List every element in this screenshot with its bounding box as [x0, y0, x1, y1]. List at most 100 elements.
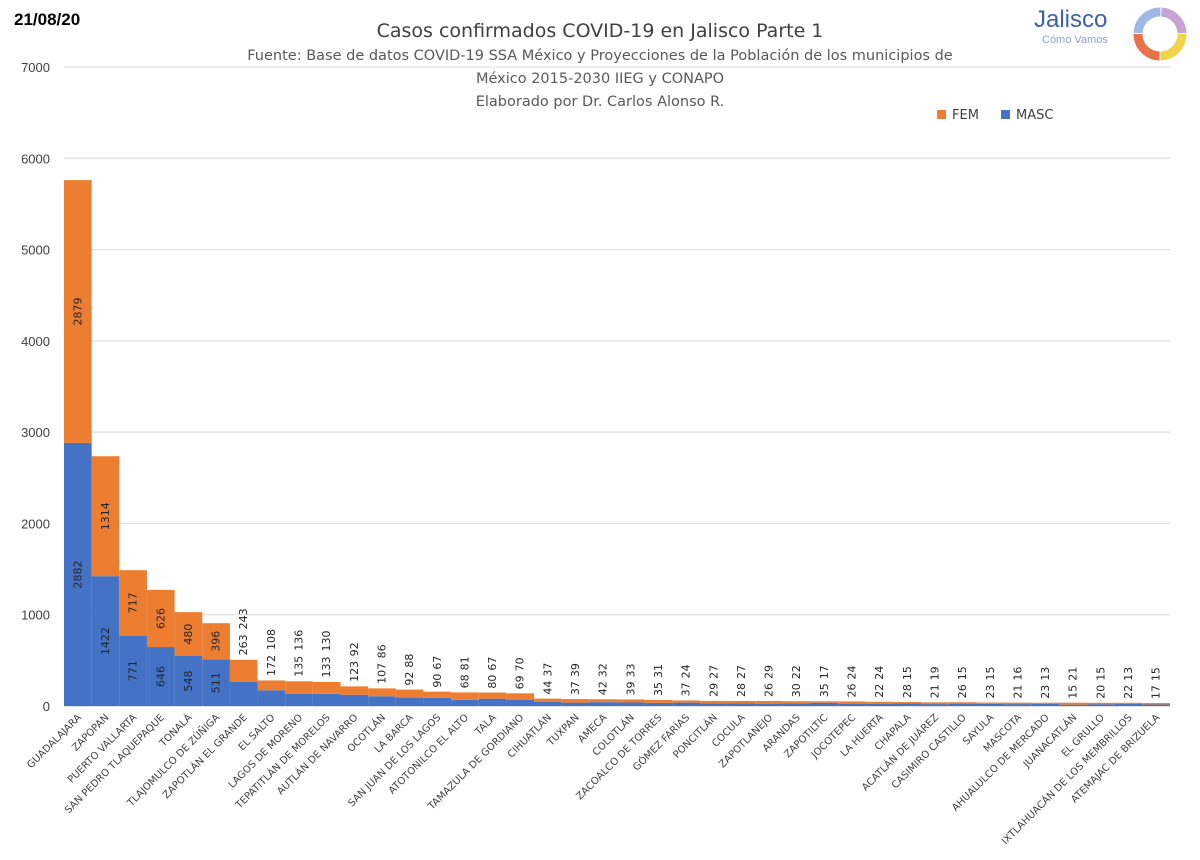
bar-fem — [976, 702, 1005, 704]
data-label-masc: 20 — [1094, 685, 1107, 699]
bar-fem — [534, 698, 562, 702]
data-label-masc: 2882 — [71, 560, 84, 588]
data-label-masc: 1422 — [99, 627, 112, 655]
y-tick-label: 4000 — [21, 334, 50, 349]
y-tick-label: 3000 — [21, 425, 50, 440]
bar-fem — [893, 702, 922, 704]
data-label-fem: 1314 — [99, 502, 112, 530]
bar-fem — [755, 700, 783, 704]
data-label-masc: 90 — [431, 674, 444, 688]
jalisco-como-vamos-logo: Jalisco Cómo Vamos — [1028, 4, 1196, 64]
data-label-fem: 2879 — [71, 298, 84, 326]
data-label-fem: 86 — [375, 644, 388, 658]
data-label-fem: 32 — [597, 663, 610, 677]
bar-fem — [782, 701, 811, 704]
data-label-fem: 396 — [210, 631, 223, 652]
data-label-fem: 15 — [956, 666, 969, 680]
bar-masc — [174, 655, 203, 706]
bar-fem — [810, 701, 839, 703]
bar-masc — [617, 702, 645, 706]
bar-masc — [146, 647, 175, 706]
data-label-masc: 107 — [375, 663, 388, 684]
bar-masc — [119, 635, 147, 706]
bar-fem — [119, 570, 147, 636]
data-label-masc: 21 — [1011, 685, 1024, 699]
bar-masc — [340, 694, 369, 706]
bar-masc — [202, 659, 230, 706]
bar-masc — [672, 702, 700, 706]
data-label-masc: 69 — [514, 675, 527, 689]
bar-masc — [865, 703, 894, 706]
data-label-fem: 33 — [624, 663, 637, 677]
bar-fem — [1031, 702, 1060, 704]
bar-fem — [229, 659, 258, 682]
bar-masc — [644, 702, 673, 706]
bar-fem — [340, 686, 369, 695]
category-label: TALA — [473, 712, 499, 738]
data-label-fem: 15 — [1094, 667, 1107, 681]
logo-ring-icon — [1133, 7, 1187, 61]
data-label-masc: 172 — [265, 655, 278, 676]
data-label-fem: 243 — [237, 608, 250, 629]
data-label-fem: 15 — [901, 666, 914, 680]
data-label-masc: 511 — [210, 672, 223, 693]
y-tick-label: 7000 — [21, 60, 50, 75]
data-label-fem: 19 — [928, 666, 941, 680]
bar-masc — [1114, 703, 1143, 706]
bar-fem — [727, 700, 756, 704]
data-label-fem: 22 — [790, 665, 803, 679]
bar-fem — [1142, 703, 1170, 705]
data-label-fem: 92 — [348, 642, 361, 656]
bar-masc — [921, 704, 949, 706]
data-label-masc: 135 — [293, 656, 306, 677]
bar-masc — [782, 703, 811, 706]
data-label-fem: 17 — [818, 665, 831, 679]
bar-masc — [368, 696, 396, 706]
data-label-fem: 27 — [707, 665, 720, 679]
chart-subtitle-line-1: Fuente: Base de datos COVID-19 SSA Méxic… — [247, 48, 953, 64]
data-label-fem: 21 — [1067, 667, 1080, 681]
bar-fem — [423, 691, 452, 698]
data-label-fem: 15 — [1150, 667, 1163, 681]
data-label-fem: 27 — [735, 665, 748, 679]
data-label-masc: 23 — [1039, 685, 1052, 699]
data-label-fem: 130 — [320, 630, 333, 651]
bar-masc — [810, 702, 839, 706]
data-label-masc: 37 — [680, 682, 693, 696]
bar-fem — [506, 693, 535, 700]
y-tick-label: 6000 — [21, 151, 50, 166]
bar-fem — [865, 701, 894, 704]
data-label-masc: 37 — [569, 681, 582, 695]
data-label-masc: 80 — [486, 675, 499, 689]
bar-fem — [257, 680, 286, 691]
bar-masc — [64, 442, 92, 706]
y-tick-label: 1000 — [21, 608, 50, 623]
data-label-fem: 67 — [486, 657, 499, 671]
bar-masc — [312, 693, 341, 706]
data-label-masc: 26 — [956, 684, 969, 698]
y-tick-label: 0 — [43, 699, 50, 714]
bar-fem — [395, 689, 424, 698]
bar-fem — [1114, 702, 1143, 704]
bar-fem — [644, 699, 673, 703]
bar-masc — [534, 701, 562, 706]
bar-fem — [1059, 702, 1088, 705]
bar-fem — [285, 681, 313, 694]
data-label-masc: 15 — [1067, 685, 1080, 699]
bar-fem — [672, 700, 700, 703]
data-label-masc: 39 — [624, 681, 637, 695]
data-label-masc: 28 — [735, 683, 748, 697]
data-label-masc: 26 — [846, 683, 859, 697]
data-label-fem: 626 — [154, 608, 167, 629]
data-label-fem: 108 — [265, 629, 278, 650]
chart-subtitle-line-3: Elaborado por Dr. Carlos Alonso R. — [475, 94, 725, 110]
data-label-masc: 646 — [154, 666, 167, 687]
bar-fem — [617, 699, 645, 703]
data-label-fem: 16 — [1011, 667, 1024, 681]
bar-fem — [1087, 702, 1115, 705]
legend-label-fem: FEM — [952, 108, 979, 123]
data-label-masc: 771 — [127, 660, 140, 681]
bar-fem — [838, 701, 866, 704]
data-label-fem: 31 — [652, 664, 665, 678]
bar-masc — [893, 703, 922, 706]
